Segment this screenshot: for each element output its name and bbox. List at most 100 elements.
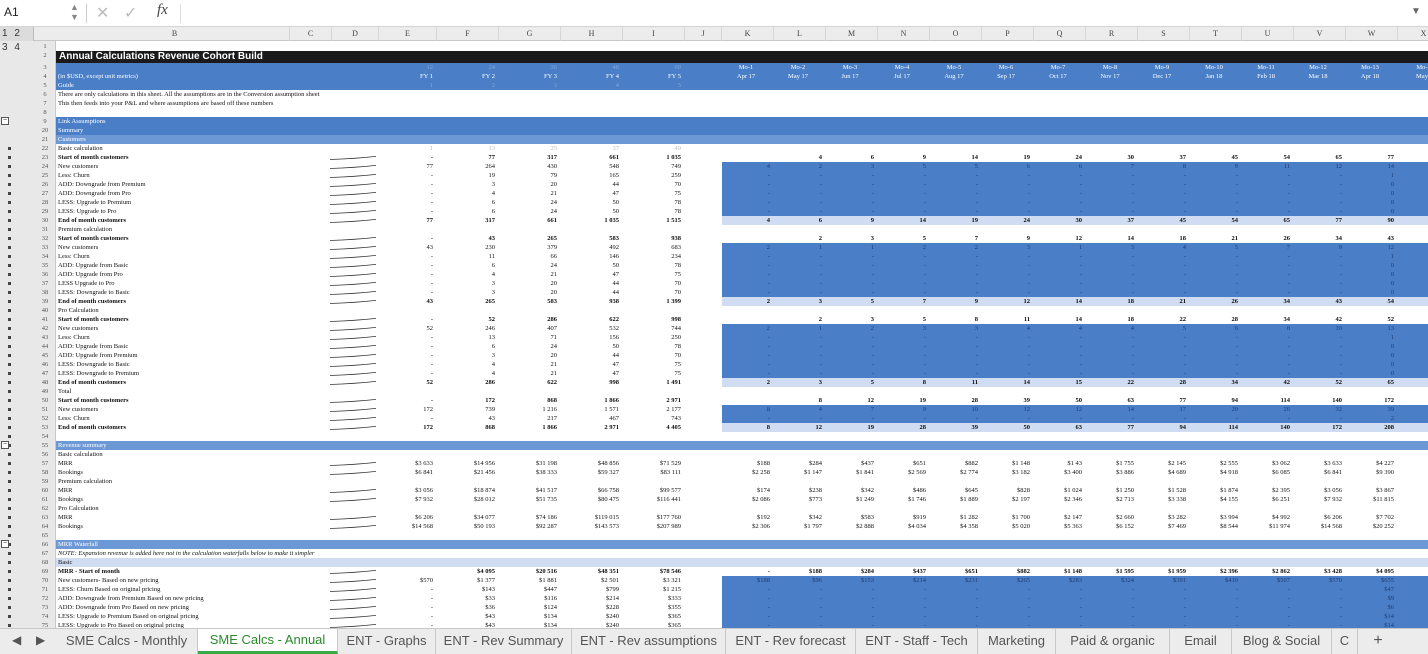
cell-value[interactable]: - xyxy=(1027,352,1030,359)
cell-value[interactable]: - xyxy=(871,343,874,350)
cell-value[interactable]: 4 405 xyxy=(666,424,681,431)
cell-value[interactable]: 12 xyxy=(1075,406,1083,413)
cell-value[interactable]: $4 xyxy=(1398,486,1428,495)
cell-value[interactable]: 75 xyxy=(674,361,682,368)
row-number[interactable]: 65 xyxy=(41,532,49,539)
cell-value[interactable]: - xyxy=(1235,343,1238,350)
cell-value[interactable]: - xyxy=(923,271,926,278)
cell-value[interactable]: $38 333 xyxy=(535,469,557,476)
cell-value[interactable]: 24 xyxy=(550,208,558,215)
cell-value[interactable]: - xyxy=(923,352,926,359)
row-number[interactable]: 73 xyxy=(41,604,49,611)
cell-value[interactable]: $1 148 xyxy=(1012,460,1030,467)
cell-value[interactable]: 65 xyxy=(1387,379,1395,386)
cell-value[interactable]: $134 xyxy=(544,613,557,620)
cell-value[interactable]: - xyxy=(1079,586,1082,593)
cell-value[interactable]: 65 xyxy=(1283,217,1291,224)
cell-value[interactable]: - xyxy=(975,352,978,359)
cell-value[interactable]: Mo-11 xyxy=(1257,64,1275,71)
row-number[interactable]: 43 xyxy=(41,334,49,341)
cell-value[interactable]: $4 xyxy=(1398,459,1428,468)
cell-value[interactable]: - xyxy=(819,271,822,278)
cell-value[interactable]: - xyxy=(430,172,433,179)
cell-value[interactable]: 3 xyxy=(1130,244,1134,251)
row-number[interactable]: 45 xyxy=(41,352,49,359)
cell-value[interactable]: - xyxy=(1235,622,1238,628)
cell-value[interactable]: 8 xyxy=(818,397,822,404)
row-number[interactable]: 26 xyxy=(41,181,49,188)
cell-value[interactable]: 7 xyxy=(1130,163,1134,170)
cell-value[interactable]: - xyxy=(1339,199,1342,206)
cell-value[interactable]: $1 250 xyxy=(1116,487,1134,494)
cell-value[interactable]: $570 xyxy=(420,577,433,584)
cell-value[interactable]: 34 xyxy=(1335,235,1343,242)
row-number[interactable]: 72 xyxy=(41,595,49,602)
cell-value[interactable]: - xyxy=(1183,181,1186,188)
confirm-icon[interactable]: ✓ xyxy=(124,5,138,22)
cell-value[interactable]: - xyxy=(1079,208,1082,215)
cell-value[interactable]: 661 xyxy=(609,154,619,161)
cell-value[interactable]: $188 xyxy=(757,460,770,467)
cell-value[interactable]: 47 xyxy=(612,370,620,377)
cell-value[interactable]: 286 xyxy=(547,316,557,323)
cell-value[interactable]: - xyxy=(1183,253,1186,260)
cell-value[interactable]: 13 xyxy=(488,145,496,152)
row-number[interactable]: 69 xyxy=(41,568,49,575)
cell-value[interactable]: - xyxy=(767,280,770,287)
cell-value[interactable]: $265 xyxy=(1017,577,1030,584)
cell-value[interactable]: - xyxy=(767,361,770,368)
cell-value[interactable]: 317 xyxy=(485,217,495,224)
cell-value[interactable]: - xyxy=(1235,181,1238,188)
cell-value[interactable]: - xyxy=(767,181,770,188)
cell-value[interactable]: - xyxy=(1287,613,1290,620)
cell-value[interactable]: $59 327 xyxy=(597,469,619,476)
cell-value[interactable]: 66 xyxy=(550,253,558,260)
cell-value[interactable]: - xyxy=(1027,361,1030,368)
cell-value[interactable]: $9 xyxy=(1398,513,1428,522)
cell-value[interactable]: - xyxy=(1183,172,1186,179)
row-number[interactable]: 25 xyxy=(41,172,49,179)
cell-value[interactable]: $9 390 xyxy=(1376,469,1394,476)
cell-value[interactable]: 3 xyxy=(553,82,557,89)
cell-value[interactable]: $2 396 xyxy=(1220,568,1238,575)
cell-value[interactable]: - xyxy=(430,334,433,341)
cell-value[interactable]: 37 xyxy=(612,145,620,152)
cell-value[interactable]: Oct 17 xyxy=(1049,73,1067,80)
cell-value[interactable]: $20 516 xyxy=(535,568,557,575)
insert-function-button[interactable]: fx xyxy=(157,2,168,18)
cell-value[interactable]: - xyxy=(430,262,433,269)
cell-value[interactable]: - xyxy=(430,370,433,377)
cell-value[interactable]: 9 xyxy=(1338,244,1342,251)
cell-value[interactable]: 868 xyxy=(547,397,557,404)
cell-value[interactable]: - xyxy=(1287,262,1290,269)
cell-value[interactable]: 77 xyxy=(426,163,434,170)
cell-value[interactable]: - xyxy=(1131,280,1134,287)
cell-value[interactable]: - xyxy=(1235,361,1238,368)
cell-value[interactable]: $192 xyxy=(757,514,770,521)
cell-value[interactable]: 379 xyxy=(547,244,557,251)
cell-value[interactable]: 12 xyxy=(1023,298,1031,305)
cell-value[interactable]: 5 xyxy=(1234,244,1238,251)
cell-value[interactable]: $96 xyxy=(812,577,822,584)
column-header-o[interactable]: O xyxy=(930,27,982,41)
cell-value[interactable]: 77 xyxy=(488,154,496,161)
cell-value[interactable]: - xyxy=(1027,604,1030,611)
cell-value[interactable]: $3 062 xyxy=(1272,460,1290,467)
cell-value[interactable]: - xyxy=(767,253,770,260)
cell-value[interactable]: 24 xyxy=(1075,154,1083,161)
cell-value[interactable]: - xyxy=(430,361,433,368)
row-number[interactable]: 47 xyxy=(41,370,49,377)
cell-value[interactable]: $83 111 xyxy=(660,469,681,476)
cell-value[interactable]: - xyxy=(430,613,433,620)
cell-value[interactable]: - xyxy=(767,199,770,206)
cell-value[interactable]: $1 755 xyxy=(1116,460,1134,467)
cell-value[interactable]: - xyxy=(1131,181,1134,188)
cell-value[interactable]: - xyxy=(430,154,433,161)
cell-value[interactable]: 5 xyxy=(922,163,926,170)
cell-value[interactable]: 4 xyxy=(1130,325,1134,332)
cell-value[interactable]: $570 xyxy=(1329,577,1342,584)
cell-value[interactable]: 1 xyxy=(818,244,822,251)
cell-value[interactable]: $645 xyxy=(965,487,978,494)
cell-value[interactable]: 6 xyxy=(491,208,495,215)
collapse-group-button[interactable]: − xyxy=(1,441,9,449)
